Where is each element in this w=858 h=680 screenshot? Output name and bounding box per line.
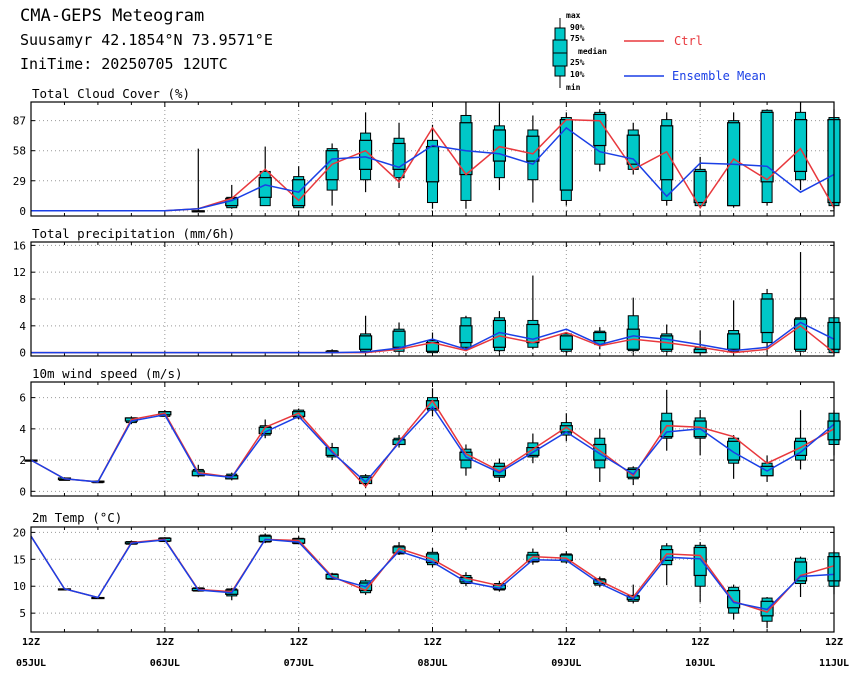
- panel-4: 2m Temp (°C) 5 10 15 20: [13, 510, 841, 633]
- x-tick-label-day: 09JUL: [551, 658, 581, 669]
- y-tick-label: 0: [19, 485, 26, 498]
- y-tick-label: 4: [19, 320, 26, 333]
- y-tick-label: 12: [13, 266, 26, 279]
- x-tick-label-hour: 12Z: [691, 637, 709, 648]
- box-inner: [660, 420, 674, 438]
- x-tick-label-hour: 12Z: [290, 637, 308, 648]
- box-inner: [425, 145, 440, 183]
- box-inner: [760, 298, 774, 334]
- box-inner: [626, 134, 640, 165]
- init-time: IniTime: 20250705 12UTC: [20, 55, 228, 73]
- ensemble-mean-line: [31, 126, 835, 212]
- legend-box-label: median: [578, 46, 607, 56]
- box-inner: [793, 318, 808, 350]
- y-tick-label: 16: [13, 239, 26, 252]
- x-tick-label-hour: 12Z: [22, 637, 40, 648]
- x-tick-label-day: 08JUL: [417, 658, 447, 669]
- y-tick-label: 10: [13, 580, 26, 593]
- x-tick-label-day: 05JUL: [16, 658, 46, 669]
- x-tick-label-hour: 12Z: [156, 637, 174, 648]
- panel-frame: [30, 381, 835, 497]
- legend-box-label: 90%: [570, 23, 585, 32]
- box-inner: [727, 589, 741, 609]
- y-tick-label: 20: [13, 526, 26, 539]
- x-tick-label-day: 06JUL: [150, 658, 180, 669]
- legend-box-label: max: [566, 11, 581, 20]
- y-tick-label: 0: [19, 205, 26, 218]
- box-inner: [793, 119, 808, 173]
- x-tick-label-hour: 12Z: [825, 637, 843, 648]
- y-tick-label: 87: [13, 115, 26, 128]
- ensemble-mean-line: [31, 321, 835, 354]
- panel-frame: [30, 526, 835, 633]
- box-inner: [593, 443, 607, 461]
- legend-box-label: 75%: [570, 34, 585, 43]
- panel-title: 10m wind speed (m/s): [32, 366, 183, 381]
- panel-frame: [30, 101, 835, 217]
- box-inner: [358, 335, 373, 350]
- box-inner: [559, 335, 573, 350]
- y-tick-label: 4: [19, 423, 26, 436]
- meteogram-title: CMA-GEPS Meteogram: [20, 6, 205, 26]
- legend-box-label: 25%: [570, 58, 585, 67]
- y-tick-label: 0: [19, 347, 26, 360]
- y-tick-label: 5: [19, 607, 26, 620]
- ctrl-line: [30, 399, 835, 488]
- x-tick-label-day: 07JUL: [284, 658, 314, 669]
- panel-1: Total Cloud Cover (%) 0 29 58 87: [13, 86, 841, 218]
- box-inner: [727, 333, 741, 350]
- panel-title: Total Cloud Cover (%): [32, 86, 190, 101]
- legend-ctrl-label: Ctrl: [674, 34, 703, 48]
- ensemble-mean-line: [30, 405, 835, 483]
- x-tick-label-day: 11JUL: [819, 658, 849, 669]
- box-inner: [392, 330, 406, 348]
- y-tick-label: 2: [19, 454, 26, 467]
- box-inner: [358, 139, 373, 170]
- station-location: Suusamyr 42.1854°N 73.9571°E: [20, 31, 273, 49]
- y-tick-label: 6: [19, 392, 26, 405]
- panel-3: 10m wind speed (m/s) 0 2 4 6: [19, 366, 841, 498]
- panel-title: Total precipitation (mm/6h): [32, 226, 235, 241]
- box-inner: [492, 129, 507, 162]
- panel-2: Total precipitation (mm/6h) 0 4 8 12 16: [13, 226, 841, 360]
- box-inner: [593, 113, 607, 147]
- y-tick-label: 8: [19, 293, 26, 306]
- box-inner: [526, 554, 540, 563]
- panel-frame: [30, 241, 835, 357]
- legend-box-label: 10%: [570, 70, 585, 79]
- box-inner: [191, 210, 205, 213]
- y-tick-label: 29: [13, 175, 26, 188]
- box-inner: [392, 142, 406, 170]
- box-inner: [727, 440, 741, 461]
- box-inner: [459, 325, 473, 344]
- box-inner: [693, 546, 707, 577]
- legend-box-label: min: [566, 82, 581, 92]
- y-tick-label: 15: [13, 553, 26, 566]
- box-inner: [693, 170, 707, 204]
- box-inner: [459, 122, 473, 176]
- x-tick-label-hour: 12Z: [557, 637, 575, 648]
- panel-title: 2m Temp (°C): [32, 510, 122, 525]
- legend-mean-label: Ensemble Mean: [672, 69, 766, 83]
- box-inner: [760, 111, 774, 183]
- x-tick-label-day: 10JUL: [685, 658, 715, 669]
- box-inner: [793, 561, 808, 582]
- x-tick-label-hour: 12Z: [423, 637, 441, 648]
- ensemble-mean-line: [30, 535, 835, 611]
- box-inner: [593, 331, 607, 342]
- box-inner: [693, 348, 707, 354]
- y-tick-label: 58: [13, 145, 26, 158]
